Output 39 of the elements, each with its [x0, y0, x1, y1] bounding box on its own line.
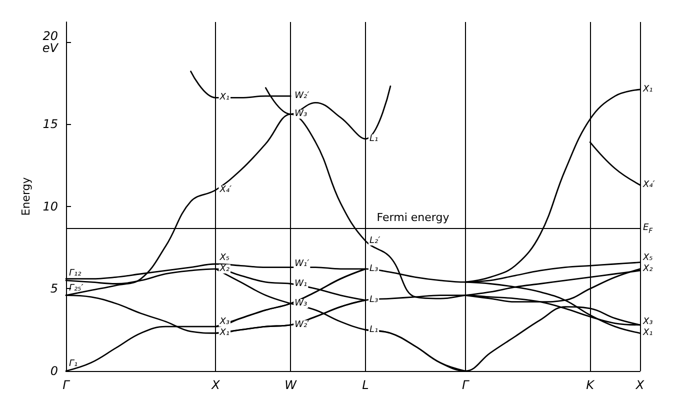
x-tick-label: Γ — [462, 378, 470, 392]
text: X₄′ — [642, 180, 655, 190]
x-tick-label: L — [362, 378, 369, 392]
annotation: Γ₁₂ — [69, 268, 82, 278]
annotation: X₁ — [218, 328, 230, 338]
y-tick-label: 5 — [50, 282, 58, 296]
text: X₁ — [642, 328, 654, 338]
y-axis-title: Energy — [20, 176, 33, 216]
annotation: L₂′ — [369, 236, 380, 246]
y-tick-label: 20 eV — [42, 28, 59, 55]
annotation: W₃ — [294, 298, 308, 309]
annotation: X₃ — [218, 317, 230, 328]
ref-line-label: Fermi energy — [376, 210, 450, 224]
annotation: L₃ — [369, 264, 378, 274]
annotation: X₂ — [218, 264, 230, 274]
annotation: X₄′ — [218, 184, 232, 195]
x-tick-label: W — [284, 378, 298, 392]
x-tick-label: Γ — [62, 378, 71, 392]
x-tick-label: K — [586, 378, 596, 392]
y-tick-label: 0 — [50, 364, 58, 378]
y-tick-label: 10 — [42, 199, 58, 214]
text: X₁ — [642, 84, 654, 94]
annotation: W₁ — [294, 278, 308, 289]
annotation: X₅ — [218, 252, 230, 263]
annotation: W₃ — [294, 109, 308, 120]
annotation: Γ₁ — [69, 359, 78, 369]
annotation: L₃ — [369, 295, 378, 306]
annotation: L₁ — [369, 324, 378, 335]
annotation: L₁ — [369, 134, 378, 144]
x-tick-label: X — [634, 378, 645, 392]
annotation: W₁′ — [294, 258, 310, 269]
annotation: W₂′ — [294, 91, 310, 102]
text: X₅ — [642, 252, 654, 263]
annotation: X₁ — [218, 92, 230, 103]
x-tick-label: X — [210, 378, 221, 392]
text: X₂ — [642, 264, 654, 274]
text: X₃ — [642, 317, 654, 328]
y-tick-label: 15 — [42, 117, 58, 132]
annotation: W₂′ — [294, 320, 310, 330]
